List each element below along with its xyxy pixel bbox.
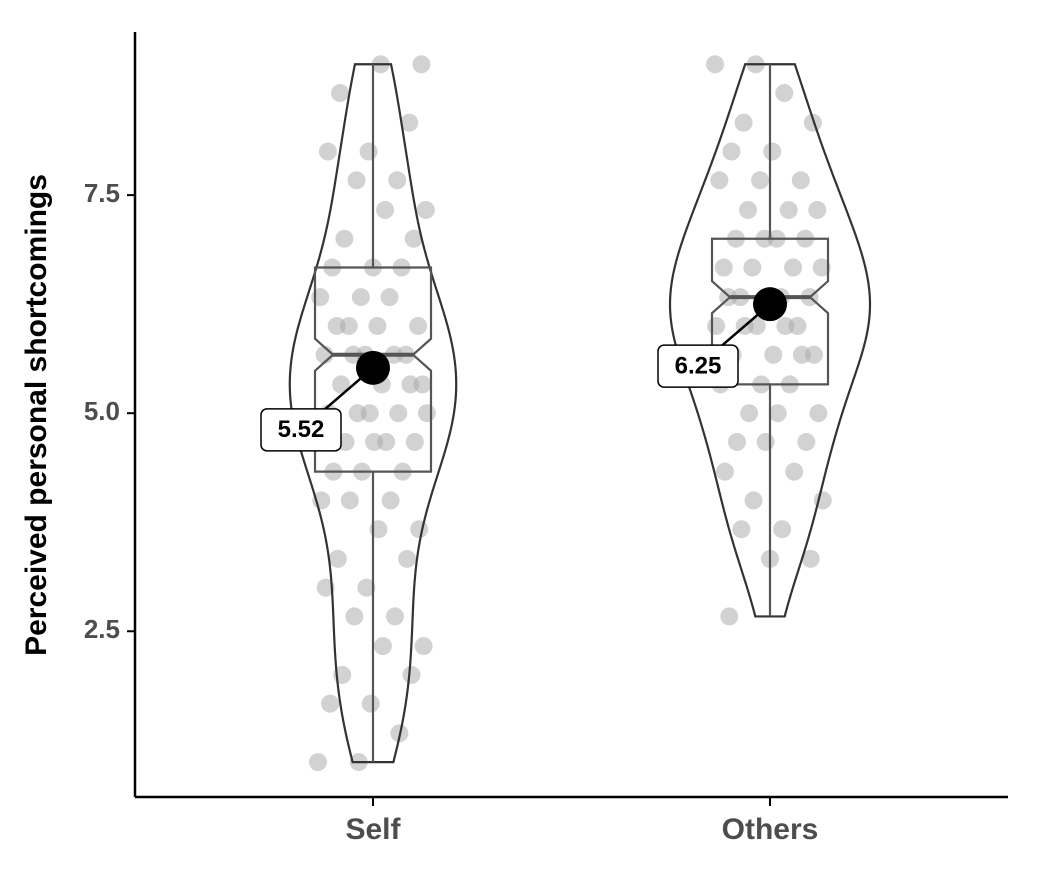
data-point [368,316,387,335]
mean-label: 5.52 [278,416,325,443]
data-point [402,665,421,684]
data-point [734,113,753,132]
mean-label-box [657,344,739,388]
y-tick-label: 2.5 [84,614,120,644]
data-point [803,113,822,132]
x-tick-label: Self [345,813,401,846]
data-point [784,258,803,277]
box [710,237,830,386]
data-point [316,578,335,597]
data-point [345,607,364,626]
data-point [380,288,399,307]
data-point [335,229,354,248]
data-point [809,404,828,423]
data-point [785,462,804,481]
data-point [805,345,823,364]
data-point [386,607,404,626]
data-point [797,432,816,451]
data-point [764,345,783,364]
data-point [788,316,807,335]
data-point [714,258,733,277]
data-point [377,432,396,451]
data-point [340,491,359,510]
data-point [373,637,392,656]
data-point [357,578,376,597]
data-point [417,404,436,423]
data-point [707,316,726,335]
data-point [389,404,408,423]
y-tick-label: 5.0 [84,396,120,426]
data-point [706,55,724,74]
data-point [360,404,379,423]
mean-point [356,350,390,385]
data-point [351,288,370,307]
data-point [400,113,419,132]
data-point [331,84,349,103]
data-point [728,432,746,451]
violin [668,63,872,618]
violin [288,63,458,764]
data-point [332,375,351,394]
data-point [376,200,395,219]
data-point [715,462,734,481]
data-point [361,694,380,713]
x-tick-label: Others [722,813,819,846]
data-point [720,607,739,626]
mean-point [753,287,787,322]
data-point [747,316,766,335]
data-point [416,200,435,219]
data-point [405,432,424,451]
data-point [801,549,820,568]
data-point [414,637,433,656]
data-point [812,258,831,277]
data-point [779,200,798,219]
data-point [321,694,340,713]
data-point [339,316,358,335]
mean-label-box [260,408,342,452]
data-point [409,316,428,335]
data-point [808,200,827,219]
data-point [773,520,792,539]
data-point [410,520,429,539]
data-point [756,432,775,451]
data-point [739,200,757,219]
data-point [763,142,782,161]
data-point [768,404,787,423]
data-point [412,55,431,74]
data-point [775,84,794,103]
mean-label: 6.25 [675,352,722,379]
data-point [744,491,763,510]
data-point [732,520,751,539]
data-point [791,171,810,190]
data-point [413,375,432,394]
data-point [381,491,400,510]
data-point [722,142,741,161]
data-point [710,171,729,190]
data-point [743,258,762,277]
data-point [751,171,770,190]
data-point [359,142,378,161]
data-point [398,549,417,568]
data-point [388,171,407,190]
data-point [318,142,337,161]
data-point [328,549,347,568]
y-tick-label: 7.5 [84,178,120,208]
y-axis-label: Perceived personal shortcomings [20,174,53,656]
data-point [404,229,423,248]
data-point [309,753,327,772]
data-point [347,171,366,190]
data-point [740,404,759,423]
box [313,266,433,473]
